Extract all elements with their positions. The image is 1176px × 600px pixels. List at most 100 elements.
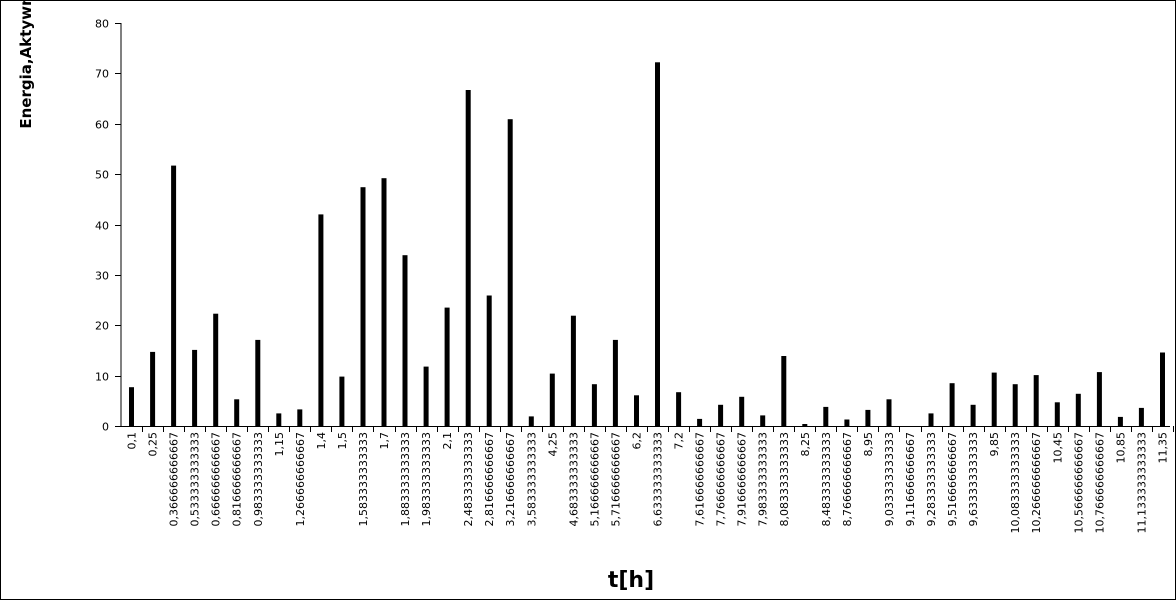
y-tick-label: 30	[95, 270, 109, 283]
x-tick-label: 6,633333333333	[652, 432, 665, 526]
x-tick-label: 2,816666666667	[483, 432, 496, 526]
x-tick-label: 8,766666666667	[841, 432, 854, 526]
bar	[612, 339, 618, 426]
x-tick-label: 0,1	[126, 432, 139, 450]
bar	[1054, 402, 1060, 426]
x-tick-label: 7,616666666667	[694, 432, 707, 526]
bar	[1075, 393, 1081, 426]
x-tick-label: 1,583333333333	[357, 432, 370, 526]
bar	[970, 404, 976, 426]
x-tick-label: 1,266666666667	[294, 432, 307, 526]
x-tick-label: 0,983333333333	[252, 432, 265, 526]
x-tick-label: 10,266666666667	[1030, 432, 1043, 533]
bar	[991, 372, 997, 426]
x-tick-label: 1,883333333333	[399, 432, 412, 526]
bar	[423, 366, 429, 426]
bar	[192, 349, 198, 426]
y-axis: 0 10 20 30 40 50 60 70 80	[95, 18, 122, 434]
bar	[1033, 375, 1039, 426]
bar	[297, 409, 303, 426]
y-tick-label: 80	[95, 18, 109, 31]
bar	[865, 409, 871, 426]
x-tick-label: 10,45	[1051, 432, 1064, 464]
bar	[1138, 407, 1144, 426]
bar	[739, 396, 745, 426]
x-tick-label: 1,5	[336, 432, 349, 450]
x-tick-label: 9,633333333333	[967, 432, 980, 526]
bar	[129, 387, 134, 426]
x-tick-label: 9,516666666667	[946, 432, 959, 526]
x-tick-label: 2,483333333333	[462, 432, 475, 526]
bar	[676, 392, 682, 426]
x-tick-label: 1,983333333333	[420, 432, 433, 526]
x-tick-label: 7,983333333333	[757, 432, 770, 526]
x-tick-label: 10,083333333333	[1009, 432, 1022, 533]
bar	[171, 165, 177, 426]
x-tick-label: 0,666666666667	[210, 432, 223, 526]
bar	[1117, 416, 1123, 426]
x-tick-label: 9,033333333333	[883, 432, 896, 526]
bar	[234, 399, 240, 426]
y-tick-label: 0	[102, 421, 109, 434]
bar	[549, 373, 555, 426]
x-tick-label: 8,25	[799, 432, 812, 457]
bar	[339, 376, 345, 426]
bar	[823, 406, 829, 426]
x-tick-label: 10,85	[1114, 432, 1127, 464]
bar	[360, 187, 366, 426]
x-tick-label: 7,2	[673, 432, 686, 450]
bar	[655, 62, 660, 427]
bar	[507, 119, 513, 426]
bar	[318, 214, 324, 426]
y-tick-label: 40	[95, 220, 109, 233]
x-tick-label: 4,25	[546, 432, 559, 457]
bar	[465, 90, 471, 426]
bar	[381, 178, 387, 426]
bar	[1012, 384, 1018, 426]
bar	[528, 416, 534, 426]
x-tick-label: 7,916666666667	[736, 432, 749, 526]
x-tick-label: 11,35	[1156, 432, 1169, 464]
bar	[591, 384, 597, 426]
bar	[697, 418, 703, 426]
x-tick-label: 3,216666666667	[504, 432, 517, 526]
x-tick-label: 11,133333333333	[1135, 432, 1148, 533]
y-tick-label: 70	[95, 68, 109, 81]
y-tick-label: 20	[95, 320, 109, 333]
x-tick-label: 2,1	[441, 432, 454, 450]
x-tick-label: 9,116666666667	[904, 432, 917, 526]
y-tick-label: 10	[95, 371, 109, 384]
bar	[486, 295, 492, 426]
bar	[213, 313, 219, 426]
x-tick-label: 0,533333333333	[189, 432, 202, 526]
x-tick-label: 10,766666666667	[1093, 432, 1106, 533]
y-tick-label: 50	[95, 169, 109, 182]
bar	[255, 339, 261, 426]
x-tick-label: 8,95	[862, 432, 875, 457]
bar	[844, 419, 850, 426]
bar	[570, 315, 576, 426]
bar	[150, 351, 156, 426]
x-tick-label: 0,25	[147, 432, 160, 457]
x-tick-label: 1,7	[378, 432, 391, 450]
x-tick-label: 1,4	[315, 432, 328, 450]
x-tick-label: 1,15	[273, 432, 286, 457]
bar	[760, 415, 766, 426]
x-tick-label: 8,483333333333	[820, 432, 833, 526]
bar	[886, 399, 892, 426]
bars	[129, 62, 1165, 427]
x-tick-label: 3,583333333333	[525, 432, 538, 526]
x-axis-title: t[h]	[608, 568, 654, 593]
bar	[802, 424, 808, 426]
x-tick-label: 9,85	[988, 432, 1001, 457]
bar	[444, 307, 450, 426]
bar	[634, 395, 639, 426]
bar	[928, 413, 934, 426]
x-axis: 0,1 0,25 0,366666666667 0,533333333333 0,666…	[121, 426, 1174, 533]
bar	[1160, 352, 1165, 426]
bar	[276, 413, 282, 426]
bar	[781, 356, 787, 426]
bar	[718, 404, 724, 426]
